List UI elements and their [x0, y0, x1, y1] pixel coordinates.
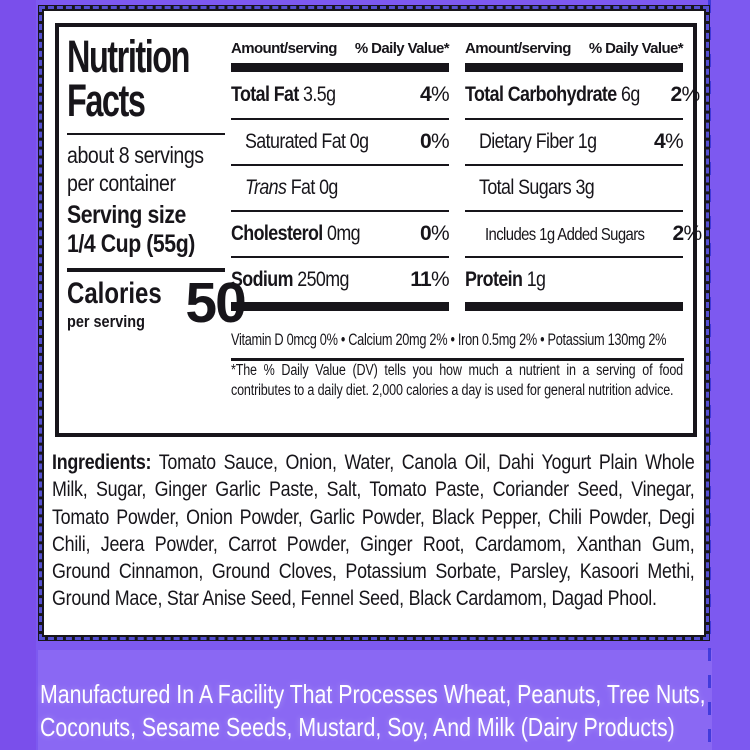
summary-column: Nutrition Facts about 8 servings per con…: [67, 31, 247, 332]
nutrient-row-trans-fat: Trans Fat 0g: [231, 164, 449, 210]
nutrient-column-fat: Amount/serving % Daily Value* Total Fat …: [231, 33, 450, 311]
calories-word: Calories: [67, 276, 162, 310]
daily-value: 4: [420, 83, 432, 106]
vitamins-minerals-line: Vitamin D 0mcg 0% • Calcium 20mg 2% • Ir…: [231, 323, 684, 361]
nutrition-facts-panel: Nutrition Facts about 8 servings per con…: [55, 23, 702, 437]
nutrient-name: Total Sugars: [479, 176, 572, 199]
divider: [67, 267, 225, 272]
allergen-line1: Manufactured In A Facility That Processe…: [40, 679, 706, 709]
panel-title-line1: Nutrition: [67, 31, 190, 82]
nutrient-name: Total Fat: [231, 83, 299, 106]
header-daily-value: % Daily Value*: [354, 39, 450, 57]
nutrient-row-total-carbohydrate: Total Carbohydrate 6g 2%: [465, 83, 700, 106]
servings-per-container-line2: per container: [67, 170, 176, 197]
daily-value: 2: [670, 83, 682, 106]
calories-label-block: Calories per serving: [67, 276, 185, 332]
serving-size-label: Serving size: [67, 201, 186, 230]
nutrient-amount: 3.5g: [298, 83, 336, 106]
servings-per-container: about 8 servings: [67, 142, 204, 169]
nutrient-name: Dietary Fiber: [479, 130, 574, 153]
nutrient-amount: 0mg: [322, 222, 361, 245]
daily-value-footnote: *The % Daily Value (DV) tells you how mu…: [231, 362, 683, 400]
header-amount-serving: Amount/serving: [465, 39, 571, 57]
column-header: Amount/serving % Daily Value*: [231, 33, 450, 63]
nutrient-name: Trans: [245, 176, 287, 199]
divider-bar: [465, 302, 683, 311]
nutrient-row-dietary-fiber: Dietary Fiber 1g 4%: [465, 118, 684, 164]
divider-bar: [465, 63, 683, 72]
divider: [67, 133, 225, 136]
daily-value: 2: [672, 222, 685, 245]
ingredients-text: Tomato Sauce, Onion, Water, Canola Oil, …: [52, 451, 695, 611]
column-header: Amount/serving % Daily Value*: [465, 33, 684, 63]
daily-value: 11: [410, 268, 432, 291]
nutrient-amount: 1g: [522, 268, 546, 291]
header-daily-value: % Daily Value*: [588, 39, 684, 57]
ingredients-paragraph: Ingredients: Tomato Sauce, Onion, Water,…: [52, 449, 695, 613]
panel-title: Nutrition Facts: [67, 31, 190, 127]
nutrient-amount: 1g: [573, 130, 597, 153]
panel-title-line2: Facts: [67, 75, 146, 127]
nutrient-row-saturated-fat: Saturated Fat 0g 0%: [231, 118, 450, 164]
nutrition-label: Nutrition Facts about 8 servings per con…: [38, 5, 710, 641]
nutrient-columns: Amount/serving % Daily Value* Total Fat …: [231, 33, 702, 311]
header-amount-serving: Amount/serving: [231, 39, 337, 57]
nutrient-amount: 250mg: [292, 268, 349, 291]
nutrient-amount: 0g: [314, 176, 338, 199]
calories-row: Calories per serving 50: [67, 274, 247, 332]
allergen-band: [38, 650, 712, 750]
allergen-line2: Coconuts, Sesame Seeds, Mustard, Soy, An…: [40, 712, 675, 743]
serving-size-value: 1/4 Cup (55g): [67, 230, 195, 259]
nutrient-amount: 6g: [616, 83, 640, 106]
nutrient-row-cholesterol: Cholesterol 0mg 0%: [231, 210, 450, 256]
nutrient-row-added-sugars: Includes 1g Added Sugars 2%: [465, 210, 702, 256]
divider-bar: [231, 302, 449, 311]
ingredients-label: Ingredients:: [52, 451, 152, 474]
nutrient-name: Cholesterol: [231, 222, 323, 245]
nutrient-name: Saturated Fat: [245, 130, 346, 153]
daily-value: 4: [654, 130, 666, 153]
nutrient-name: Sodium: [231, 268, 293, 291]
nutrient-row-total-sugars: Total Sugars 3g: [465, 164, 683, 210]
nutrient-name: Total Carbohydrate: [465, 83, 617, 106]
nutrient-column-carbs: Amount/serving % Daily Value* Total Carb…: [465, 33, 702, 311]
allergen-notice: Manufactured In A Facility That Processe…: [40, 678, 750, 745]
daily-value: 0: [420, 130, 432, 153]
calories-per-serving: per serving: [67, 311, 145, 331]
nutrient-name: Includes 1g Added Sugars: [485, 223, 645, 244]
nutrient-name: Protein: [465, 268, 523, 291]
nutrient-row-protein: Protein 1g: [465, 256, 683, 302]
nutrient-amount: 3g: [571, 176, 595, 199]
nutrient-row-total-fat: Total Fat 3.5g 4%: [231, 83, 450, 106]
nutrient-row-sodium: Sodium 250mg 11%: [231, 256, 450, 302]
background-strip: [0, 0, 36, 750]
divider-bar: [231, 63, 449, 72]
daily-value: 0: [420, 222, 432, 245]
nutrient-amount: 0g: [345, 130, 369, 153]
